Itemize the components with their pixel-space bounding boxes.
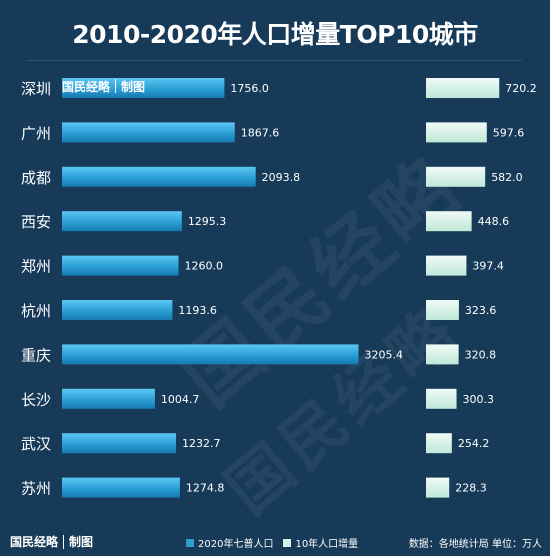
data-label-increase: 448.6: [478, 215, 510, 228]
data-label-increase: 720.2: [505, 82, 537, 95]
data-label-population: 3205.4: [364, 348, 403, 361]
category-label: 广州: [21, 124, 51, 142]
legend-label: 10年人口增量: [295, 539, 359, 550]
bar-increase: [426, 122, 487, 143]
bar-increase: [426, 477, 450, 498]
category-label: 杭州: [21, 302, 51, 320]
data-label-population: 1260.0: [185, 260, 224, 273]
bar-population: [62, 388, 155, 409]
bar-population: [62, 300, 173, 320]
legend-label: 2020年七普人口: [198, 539, 274, 550]
brand-name: 国民经略: [62, 79, 111, 94]
data-label-population: 1274.8: [186, 482, 225, 495]
category-label: 苏州: [21, 480, 51, 498]
data-label-population: 1756.0: [230, 82, 269, 95]
bar-increase: [426, 211, 472, 232]
data-label-population: 2093.8: [262, 171, 301, 184]
data-label-population: 1193.6: [178, 304, 217, 317]
data-label-population: 1867.6: [241, 126, 279, 139]
brand-name: 国民经略: [10, 535, 59, 549]
data-label-increase: 320.8: [465, 348, 497, 361]
category-label: 成都: [21, 169, 51, 187]
bar-population: [62, 78, 225, 98]
category-label: 长沙: [21, 391, 51, 409]
legend: 2020年七普人口 10年人口增量: [186, 535, 358, 550]
bar-population: [62, 344, 359, 365]
data-label-increase: 597.6: [493, 126, 524, 139]
brand-suffix: 制图: [121, 79, 146, 94]
category-label: 深圳: [21, 80, 51, 98]
chart-title: 2010-2020年人口增量TOP10城市: [72, 20, 478, 49]
data-label-population: 1232.7: [182, 437, 221, 450]
category-label: 重庆: [21, 346, 51, 364]
bar-increase: [426, 344, 459, 365]
data-label-increase: 300.3: [463, 393, 495, 406]
brand-logo-top: 国民经略 制图: [62, 76, 145, 96]
legend-item-population: 2020年七普人口: [186, 535, 273, 550]
category-label: 西安: [21, 213, 51, 231]
source-note: 数据：各地统计局 单位：万人: [408, 539, 542, 550]
bar-increase: [426, 78, 500, 98]
bar-population: [62, 166, 256, 187]
bar-population: [62, 122, 235, 143]
data-label-increase: 228.3: [455, 482, 487, 495]
bar-increase: [426, 388, 457, 409]
bar-increase: [426, 255, 467, 276]
category-label: 郑州: [21, 258, 51, 276]
brand-logo-bottom: 国民经略 制图: [10, 533, 93, 550]
data-label-population: 1004.7: [161, 393, 200, 406]
bar-increase: [426, 300, 459, 320]
bar-population: [62, 255, 179, 276]
data-label-increase: 323.6: [465, 304, 497, 317]
footer: 国民经略 制图 2020年七普人口 10年人口增量 数据：各地统计局 单位：万人: [0, 526, 550, 556]
data-label-population: 1295.3: [188, 215, 227, 228]
legend-swatch: [186, 538, 194, 547]
title-divider: [28, 60, 522, 61]
data-label-increase: 254.2: [458, 437, 490, 450]
bar-population: [62, 477, 180, 498]
legend-swatch: [283, 538, 292, 547]
data-label-increase: 582.0: [491, 171, 523, 184]
brand-separator: [63, 534, 65, 549]
brand-separator: [115, 79, 117, 93]
bar-increase: [426, 166, 486, 187]
data-label-increase: 397.4: [472, 260, 504, 273]
bar-population: [62, 433, 177, 454]
bar-population: [62, 211, 182, 232]
category-label: 武汉: [21, 435, 51, 453]
brand-suffix: 制图: [69, 535, 94, 549]
legend-item-increase: 10年人口增量: [283, 535, 358, 550]
bar-increase: [426, 433, 452, 454]
